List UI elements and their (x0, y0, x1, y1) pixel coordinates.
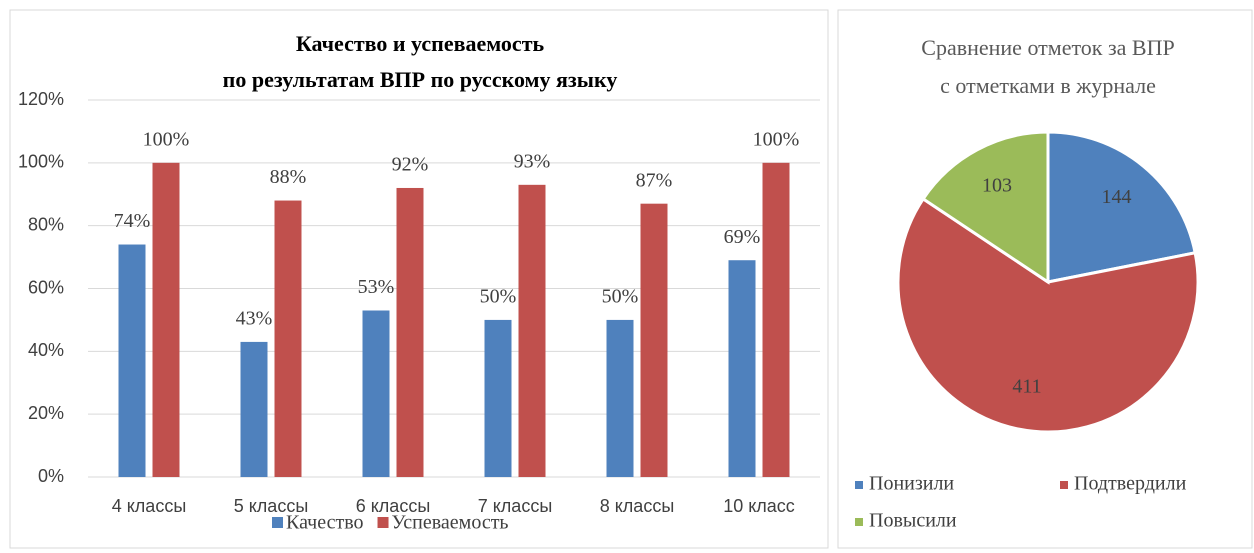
bar (118, 244, 146, 477)
legend-label: Качество (286, 512, 364, 534)
bar (518, 184, 546, 477)
y-tick-label: 100% (18, 152, 64, 172)
x-tick-label: 7 классы (478, 496, 553, 516)
chart-title: Сравнение отметок за ВПР (921, 35, 1174, 60)
x-tick-label: 10 класс (723, 496, 795, 516)
x-tick-label: 4 классы (112, 496, 187, 516)
data-label: 92% (392, 154, 429, 176)
data-label: 100% (753, 128, 800, 150)
legend-label: Подтвердили (1074, 473, 1187, 495)
bar (484, 319, 512, 477)
data-label: 43% (236, 308, 273, 330)
data-label: 100% (143, 128, 190, 150)
pie-slice (1046, 130, 1197, 284)
y-tick-label: 20% (28, 403, 64, 423)
bar (396, 187, 424, 477)
y-tick-label: 80% (28, 214, 64, 234)
data-label: 50% (602, 286, 639, 308)
pie-slice (896, 196, 1200, 434)
data-label: 144 (1102, 186, 1132, 208)
y-tick-label: 0% (38, 466, 64, 486)
chart-title: Качество и успеваемость (296, 31, 545, 56)
data-label: 69% (724, 226, 761, 248)
legend-label: Понизили (869, 473, 954, 495)
x-tick-label: 8 классы (600, 496, 675, 516)
legend-swatch (855, 481, 863, 489)
legend-label: Повысили (869, 510, 957, 532)
data-label: 411 (1012, 376, 1041, 398)
bar (274, 200, 302, 478)
y-tick-label: 60% (28, 277, 64, 297)
y-tick-label: 120% (18, 89, 64, 109)
data-label: 93% (514, 150, 551, 172)
data-label: 53% (358, 276, 395, 298)
chart-title: с отметками в журнале (940, 73, 1156, 98)
data-label: 50% (480, 286, 517, 308)
legend-swatch (272, 517, 283, 528)
data-label: 103 (982, 174, 1012, 196)
chart-title: по результатам ВПР по русскому языку (223, 67, 618, 92)
x-tick-label: 6 классы (356, 496, 431, 516)
bar (728, 260, 756, 477)
bar (640, 203, 668, 478)
legend-swatch (855, 518, 863, 526)
pie-slice (921, 130, 1050, 285)
data-label: 87% (636, 169, 673, 191)
bar (762, 162, 790, 478)
bar (606, 319, 634, 477)
bar (240, 341, 268, 477)
bar (362, 310, 390, 477)
data-label: 88% (270, 166, 307, 188)
data-label: 74% (114, 210, 151, 232)
legend-swatch (1060, 481, 1068, 489)
y-tick-label: 40% (28, 340, 64, 360)
legend-label: Успеваемость (392, 512, 509, 534)
x-tick-label: 5 классы (234, 496, 309, 516)
legend-swatch (377, 517, 389, 528)
bar (152, 162, 180, 478)
